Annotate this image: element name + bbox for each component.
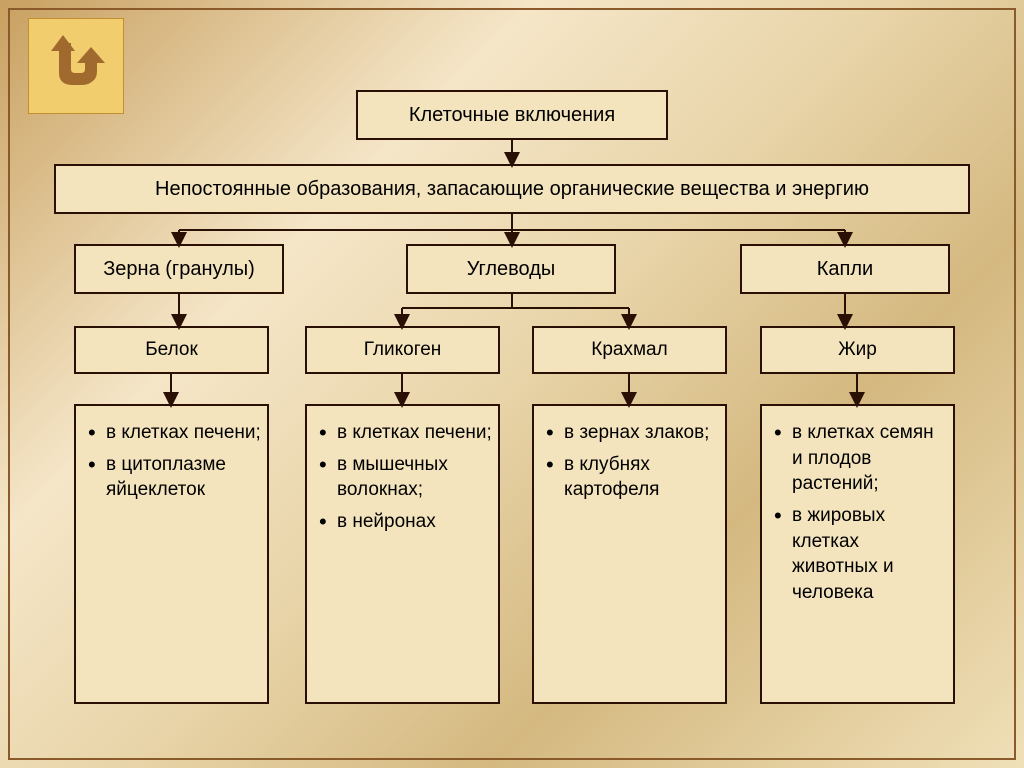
back-button[interactable]	[28, 18, 124, 114]
u-turn-arrow-icon	[41, 31, 111, 101]
connector-lines	[54, 90, 970, 730]
